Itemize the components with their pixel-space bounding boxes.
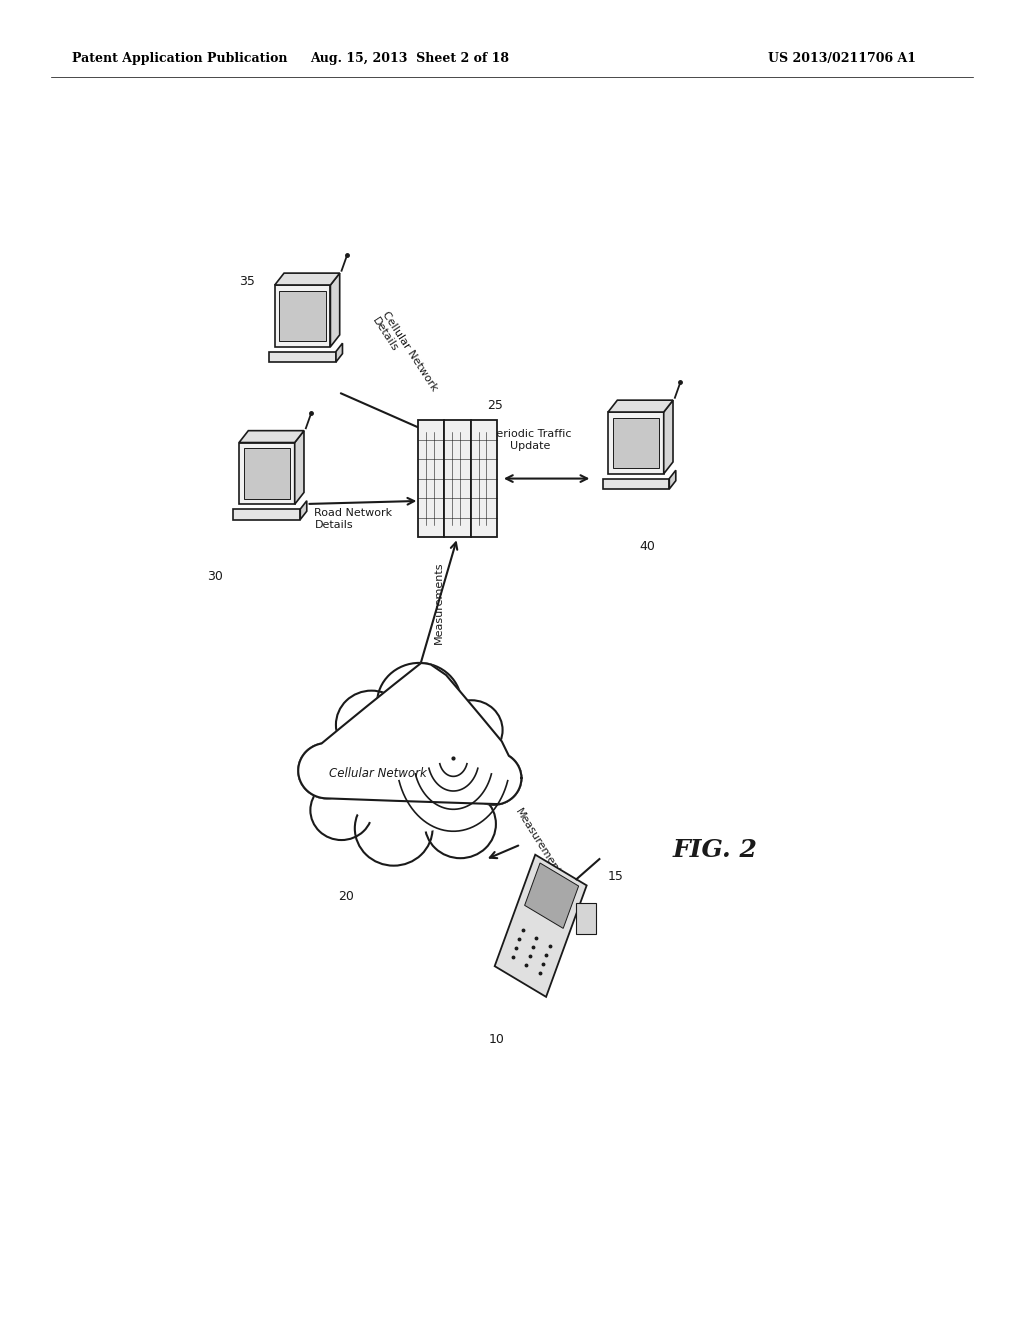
FancyBboxPatch shape xyxy=(444,420,471,537)
Text: 30: 30 xyxy=(207,570,223,583)
Ellipse shape xyxy=(336,714,492,832)
Ellipse shape xyxy=(466,751,521,805)
Polygon shape xyxy=(274,273,340,285)
Ellipse shape xyxy=(310,780,373,840)
Polygon shape xyxy=(239,442,295,504)
Text: Aug. 15, 2013  Sheet 2 of 18: Aug. 15, 2013 Sheet 2 of 18 xyxy=(310,51,509,65)
Text: Road Network
Details: Road Network Details xyxy=(314,508,392,531)
Text: Measurements: Measurements xyxy=(433,561,443,644)
Ellipse shape xyxy=(336,690,407,759)
Polygon shape xyxy=(670,470,676,488)
Polygon shape xyxy=(608,400,673,412)
Text: Cellular Network: Cellular Network xyxy=(329,767,427,780)
Polygon shape xyxy=(331,273,340,347)
Ellipse shape xyxy=(440,700,503,760)
Text: US 2013/0211706 A1: US 2013/0211706 A1 xyxy=(768,51,916,65)
FancyBboxPatch shape xyxy=(280,290,326,341)
Ellipse shape xyxy=(377,663,462,744)
Ellipse shape xyxy=(298,743,356,799)
Polygon shape xyxy=(495,854,587,997)
FancyBboxPatch shape xyxy=(471,420,497,537)
Text: FIG. 2: FIG. 2 xyxy=(673,838,758,862)
Text: Periodic Traffic
Update: Periodic Traffic Update xyxy=(489,429,571,451)
Polygon shape xyxy=(298,663,521,804)
Text: 10: 10 xyxy=(489,1032,505,1045)
Polygon shape xyxy=(664,400,673,474)
Polygon shape xyxy=(239,430,304,442)
FancyBboxPatch shape xyxy=(418,420,444,537)
Text: 15: 15 xyxy=(608,870,624,883)
Text: 20: 20 xyxy=(338,891,354,903)
Text: Patent Application Publication: Patent Application Publication xyxy=(72,51,287,65)
FancyBboxPatch shape xyxy=(269,351,336,362)
Ellipse shape xyxy=(425,789,496,858)
Polygon shape xyxy=(336,343,342,362)
FancyBboxPatch shape xyxy=(233,510,300,520)
Text: 25: 25 xyxy=(487,400,504,412)
Polygon shape xyxy=(577,903,596,933)
Polygon shape xyxy=(300,500,307,520)
Text: Cellular Network
Details: Cellular Network Details xyxy=(370,309,439,399)
Polygon shape xyxy=(608,412,664,474)
Ellipse shape xyxy=(354,791,432,866)
Polygon shape xyxy=(274,285,331,347)
Polygon shape xyxy=(295,430,304,504)
Text: 35: 35 xyxy=(239,276,255,289)
FancyBboxPatch shape xyxy=(612,417,659,469)
Text: 40: 40 xyxy=(640,540,655,553)
Polygon shape xyxy=(524,863,579,928)
FancyBboxPatch shape xyxy=(602,479,670,488)
Text: Measurements: Measurements xyxy=(513,807,565,882)
FancyBboxPatch shape xyxy=(244,449,290,499)
